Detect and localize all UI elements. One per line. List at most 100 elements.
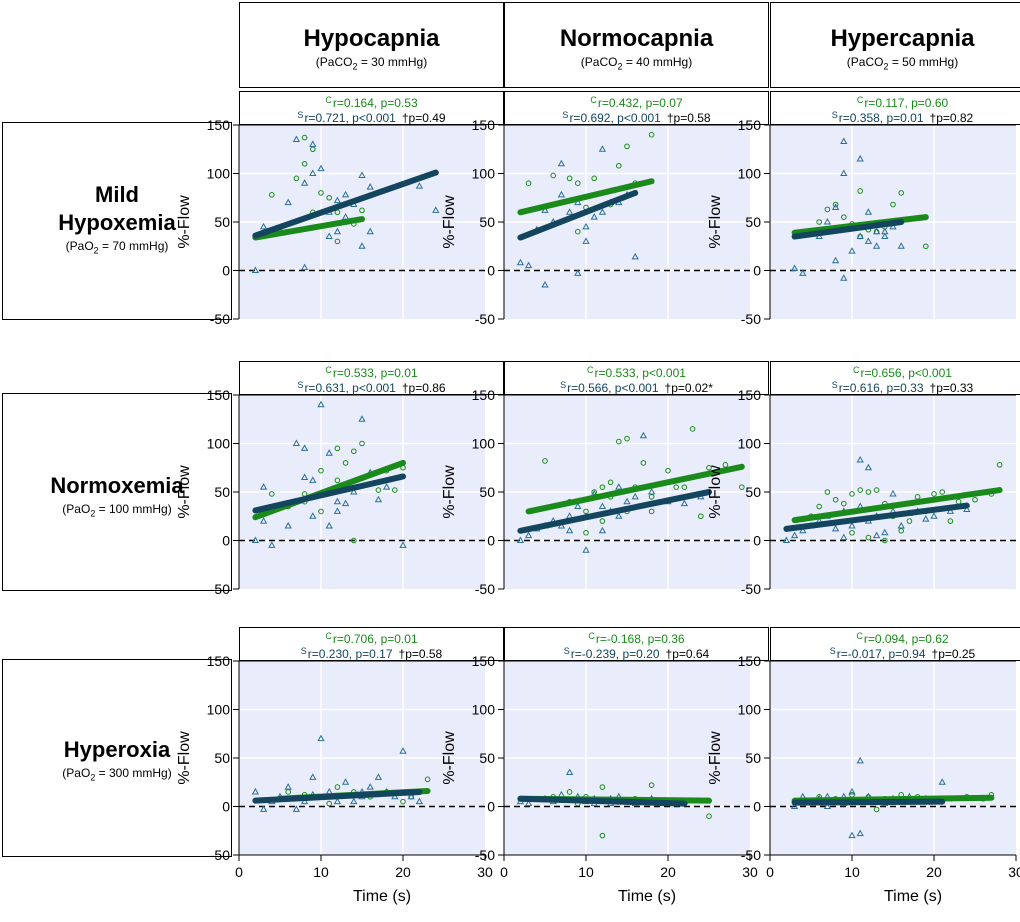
c-point (326, 800, 333, 807)
s-point (300, 473, 309, 480)
s-point (680, 499, 689, 507)
s-point (300, 444, 309, 451)
y-axis-label: %-Flow (176, 465, 193, 519)
y-tick-label: 0 (222, 263, 230, 279)
s-point (350, 797, 358, 805)
c-point (996, 462, 1003, 468)
s-point (325, 232, 333, 240)
row-title-line: Hyperoxia (63, 737, 171, 762)
s-point (848, 787, 856, 795)
c-stat-line: Cr=0.432, p=0.07 (590, 95, 683, 110)
c-point (616, 438, 622, 445)
c-point (824, 489, 831, 495)
s-point (292, 439, 301, 446)
column-title: Hypocapnia (303, 25, 440, 52)
s-point (799, 526, 807, 534)
c-point (673, 484, 680, 490)
c-point (816, 503, 823, 510)
c-point (624, 435, 630, 442)
c-point (865, 534, 872, 541)
column-header-hypocapnia: Hypocapnia (PaCO2 = 30 mmHg) (239, 2, 504, 88)
c-point (906, 518, 913, 524)
c-point (739, 484, 745, 490)
s-point (574, 502, 582, 510)
s-point (341, 778, 350, 785)
s-point (938, 778, 946, 785)
s-stat-line: Sr=-0.017, p=0.94 †p=0.25 (829, 646, 976, 661)
s-point (341, 190, 350, 198)
c-point (566, 789, 573, 795)
c-point (706, 813, 712, 820)
tp-value: †p=0.58 (666, 111, 711, 125)
y-tick-label: 50 (214, 214, 230, 230)
s-point (930, 512, 938, 519)
s-point (856, 829, 864, 837)
y-tick-label: -50 (475, 311, 495, 327)
s-point (881, 227, 889, 235)
s-fit-line (791, 219, 905, 240)
y-axis-label: %-Flow (441, 731, 458, 785)
s-point (374, 773, 383, 780)
s-point (864, 208, 873, 215)
c-point (334, 445, 341, 452)
c-stat-line: Cr=0.656, p<0.001 (853, 365, 952, 380)
s-point (831, 203, 840, 210)
c-point (326, 194, 333, 201)
s-fit-line (252, 788, 423, 804)
column-title: Hypercapnia (830, 25, 975, 52)
s-point (848, 521, 856, 529)
c-point (824, 206, 831, 213)
stats-box: Cr=0.656, p<0.001 Sr=0.616, p=0.33 †p=0.33 (770, 361, 1020, 395)
c-point (931, 491, 937, 497)
s-point (864, 237, 873, 244)
s-stat-line: Sr=0.692, p<0.001 †p=0.58 (562, 110, 711, 125)
row-subtitle: (PaO2 = 70 mmHg) (65, 239, 169, 256)
c-stat-line: Cr=0.706, p=0.01 (325, 631, 418, 646)
column-header-normocapnia: Normocapnia (PaCO2 = 40 mmHg) (504, 2, 769, 88)
s-point (823, 217, 832, 225)
y-axis-label: %-Flow (176, 195, 193, 249)
c-point (898, 190, 905, 196)
c-point (293, 175, 300, 182)
s-point (284, 198, 292, 206)
c-stat-line: Cr=0.164, p=0.53 (325, 95, 418, 110)
c-stat-line: Cr=0.117, p=0.60 (856, 95, 949, 110)
s-point (317, 734, 325, 742)
c-point (648, 131, 655, 138)
s-point (864, 463, 873, 471)
s-point (823, 802, 832, 809)
s-point (251, 536, 260, 543)
y-axis-label: %-Flow (441, 465, 458, 519)
s-point (565, 768, 574, 776)
x-tick-label: 20 (395, 864, 411, 880)
c-point (849, 529, 855, 536)
row-header-hyperoxia: Hyperoxia (PaO2 = 300 mmHg) (2, 659, 232, 857)
x-tick-label: 0 (235, 864, 243, 880)
s-point (872, 227, 881, 235)
column-header-hypercapnia: Hypercapnia (PaCO2 = 50 mmHg) (770, 2, 1020, 88)
y-tick-label: 50 (745, 750, 761, 766)
s-point (358, 415, 366, 422)
s-point (309, 169, 317, 176)
s-point (598, 502, 607, 510)
s-point (582, 222, 590, 230)
s-point (300, 179, 309, 186)
c-point (566, 175, 573, 182)
s-point (598, 208, 607, 215)
c-point (857, 188, 864, 194)
s-point (268, 541, 276, 548)
c-point (542, 458, 548, 464)
c-point (375, 487, 382, 493)
c-point (575, 228, 581, 235)
c-point (359, 440, 365, 447)
s-point (598, 145, 607, 152)
s-point (333, 507, 342, 514)
s-point (382, 483, 391, 490)
x-axis-label: Time (s) (884, 888, 942, 905)
c-point (706, 464, 712, 471)
s-point (881, 232, 889, 240)
y-tick-label: 100 (472, 702, 496, 718)
c-point (648, 494, 655, 500)
s-point (848, 247, 856, 254)
